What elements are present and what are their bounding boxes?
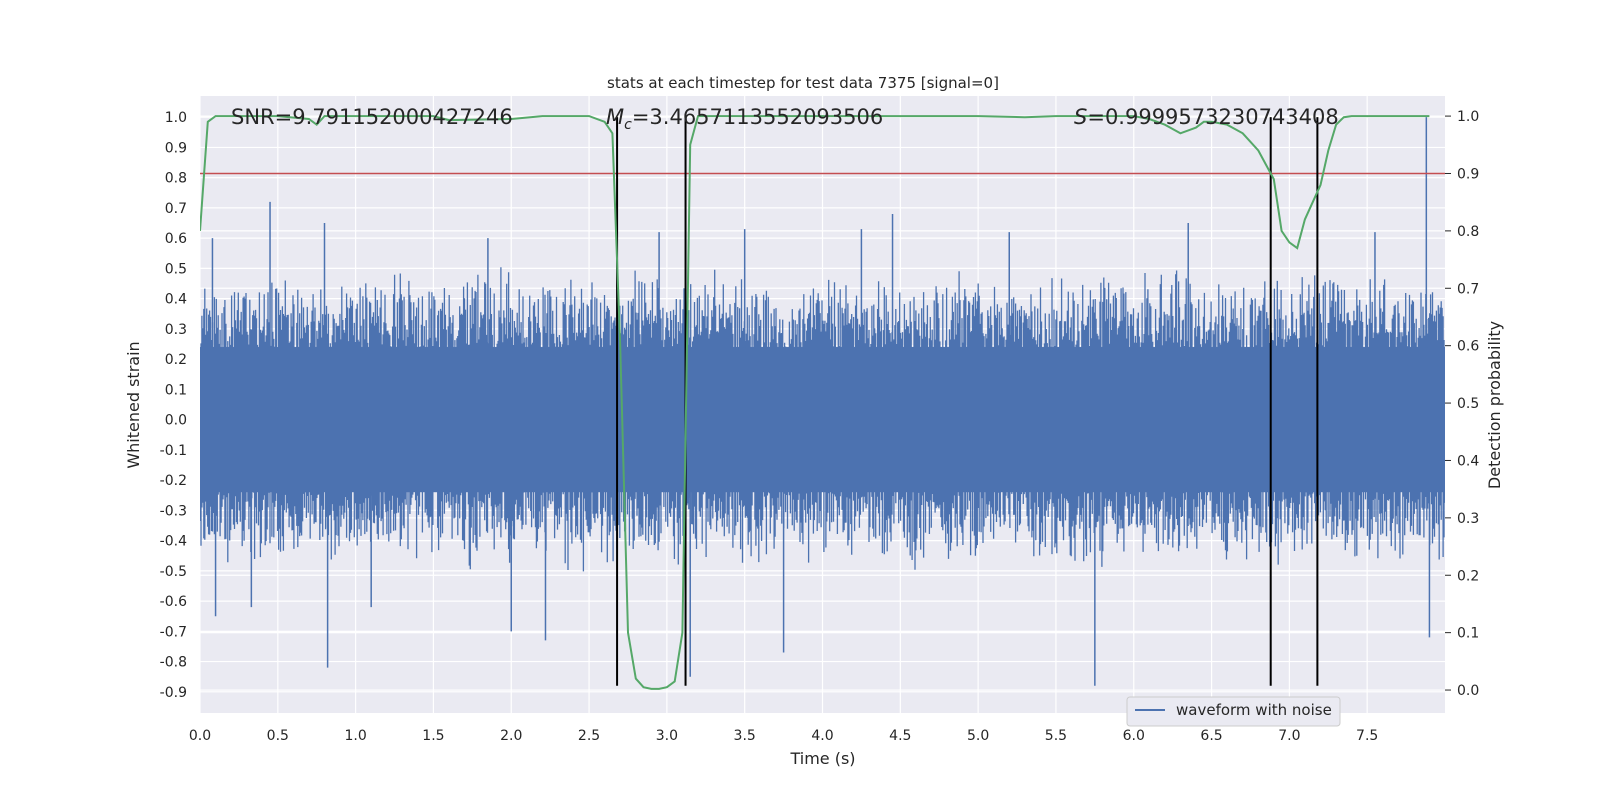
y-axis-ticks: 1.0 0.9 0.8 0.7 0.6 0.5 0.4 0.3 0.2 0.1 0.0 -0.1 -0.… <box>160 110 187 701</box>
x-tick-label: 4.0 <box>811 728 833 744</box>
x-tick-label: 4.5 <box>889 728 911 744</box>
x-tick-label: 0.0 <box>189 728 211 744</box>
chart-title: stats at each timestep for test data 737… <box>607 74 999 92</box>
legend-box <box>1126 696 1341 727</box>
s-annotation: S=0.9999573230743408 <box>1074 105 1339 129</box>
chirp-mass-value: =3.4657113552093506 <box>632 105 883 129</box>
y-tick-label: 1.0 <box>165 110 187 126</box>
y-tick-label: 0.6 <box>165 231 187 247</box>
y-tick-label: -0.4 <box>160 534 187 550</box>
y2-tick-label: 0.6 <box>1457 339 1479 355</box>
probability-series <box>200 115 1430 690</box>
y-tick-label: 0.3 <box>165 322 187 338</box>
y-tick-label: -0.3 <box>160 503 187 519</box>
legend[interactable]: waveform with noise <box>1126 696 1341 727</box>
y-tick-label: 0.2 <box>165 352 187 368</box>
y2-tick-label: 0.5 <box>1457 396 1479 412</box>
x-tick-label: 6.5 <box>1200 728 1222 744</box>
y2-tick-label: 0.4 <box>1457 453 1479 469</box>
s-value: =0.9999573230743408 <box>1087 105 1338 129</box>
x-tick-label: 3.5 <box>734 728 756 744</box>
y-tick-label: -0.2 <box>160 473 187 489</box>
x-tick-label: 5.5 <box>1045 728 1067 744</box>
y2-axis-label: Detection probability <box>1485 321 1504 489</box>
y-tick-label: -0.9 <box>160 685 187 701</box>
y-tick-label: -0.7 <box>160 624 187 640</box>
waveform-series <box>200 117 1445 686</box>
s-symbol: S <box>1074 105 1087 129</box>
waveform-core-band <box>200 347 1445 493</box>
probability-line <box>200 115 1430 690</box>
y-tick-label: -0.8 <box>160 655 187 671</box>
markers <box>616 117 1319 686</box>
y2-tick-label: 0.2 <box>1457 568 1479 584</box>
y-tick-label: 0.7 <box>165 201 187 217</box>
y2-tick-label: 0.1 <box>1457 626 1479 642</box>
x-tick-label: 3.0 <box>656 728 678 744</box>
y-tick-label: 0.4 <box>165 292 187 308</box>
y-tick-label: -0.1 <box>160 443 187 459</box>
chirp-mass-subscript: c <box>624 117 632 133</box>
y2-tick-label: 0.8 <box>1457 224 1479 240</box>
x-axis-ticks: 0.0 0.5 1.0 1.5 2.0 2.5 3.0 3.5 4.0 4.5 5.0 5.5 6.0 6… <box>189 728 1378 744</box>
chirp-mass-symbol: M <box>606 105 624 129</box>
y-tick-label: 0.5 <box>165 261 187 277</box>
snr-annotation: SNR=9.791152000427246 <box>231 105 513 129</box>
y-tick-label: 0.9 <box>165 140 187 156</box>
legend-label-waveform: waveform with noise <box>1176 701 1332 719</box>
y2-tick-label: 0.3 <box>1457 511 1479 527</box>
x-tick-label: 6.0 <box>1123 728 1145 744</box>
y2-axis-ticks: 1.0 0.9 0.8 0.7 0.6 0.5 0.4 0.3 0.2 0.1 0.0 <box>1445 109 1479 699</box>
x-tick-label: 1.5 <box>422 728 444 744</box>
y-tick-label: -0.6 <box>160 594 187 610</box>
y2-tick-label: 1.0 <box>1457 109 1479 125</box>
x-tick-label: 0.5 <box>267 728 289 744</box>
y2-tick-label: 0.9 <box>1457 166 1479 182</box>
x-tick-label: 2.5 <box>578 728 600 744</box>
x-tick-label: 7.5 <box>1356 728 1378 744</box>
y-tick-label: 0.8 <box>165 171 187 187</box>
x-tick-label: 1.0 <box>344 728 366 744</box>
x-axis-label: Time (s) <box>789 749 855 768</box>
chirp-mass-annotation: Mc=3.4657113552093506 <box>606 105 883 133</box>
y2-tick-label: 0.7 <box>1457 281 1479 297</box>
x-tick-label: 5.0 <box>967 728 989 744</box>
y-tick-label: -0.5 <box>160 564 187 580</box>
y-axis-label: Whitened strain <box>124 341 143 468</box>
x-tick-label: 2.0 <box>500 728 522 744</box>
y-tick-label: 0.1 <box>165 382 187 398</box>
y-tick-label: 0.0 <box>165 413 187 429</box>
y2-tick-label: 0.0 <box>1457 683 1479 699</box>
x-tick-label: 7.0 <box>1278 728 1300 744</box>
